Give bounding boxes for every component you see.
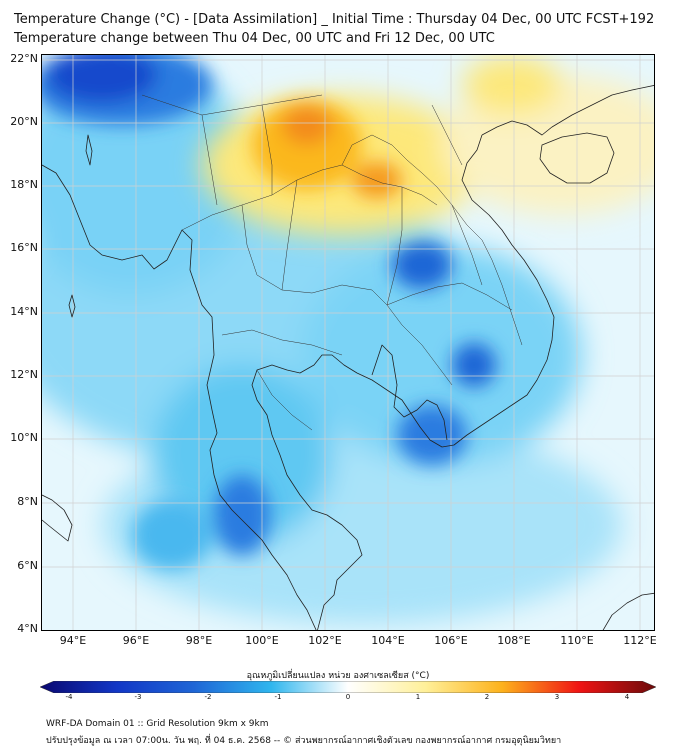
credit-line: ปรับปรุงข้อมูล ณ เวลา 07:00น. วัน พฤ. ที…: [46, 736, 562, 746]
lon-label: 102°E: [308, 634, 342, 647]
colorbar-tick: 1: [415, 693, 421, 701]
colorbar-tick: 4: [624, 693, 630, 701]
lat-label: 22°N: [10, 52, 38, 65]
chart-title: Temperature Change (°C) - [Data Assimila…: [14, 12, 655, 27]
lon-label: 96°E: [122, 634, 150, 647]
admin-borders: [141, 94, 523, 431]
colorbar-tick: 3: [554, 693, 560, 701]
coastlines-borders: [42, 85, 654, 630]
strong-warm-layer: [252, 100, 402, 198]
lon-label: 98°E: [185, 634, 213, 647]
colorbar-tick: -4: [65, 693, 73, 701]
model-info: WRF-DA Domain 01 :: Grid Resolution 9km …: [46, 719, 269, 729]
lat-label: 6°N: [17, 559, 38, 572]
colorbar-tick: -2: [204, 693, 212, 701]
lon-label: 108°E: [497, 634, 531, 647]
lat-label: 14°N: [10, 305, 38, 318]
lat-label: 18°N: [10, 178, 38, 191]
graticule: [42, 55, 654, 630]
colorbar-tick: -1: [274, 693, 282, 701]
colorbar-label: อุณหภูมิเปลี่ยนแปลง หน่วย องศาเซลเซียส (…: [246, 671, 430, 681]
colorbar-body: [40, 681, 656, 693]
colorbar-tick: 0: [345, 693, 351, 701]
chart-subtitle: Temperature change between Thu 04 Dec, 0…: [14, 31, 495, 46]
colorbar: [40, 681, 656, 693]
lat-label: 4°N: [17, 622, 38, 635]
lon-label: 104°E: [371, 634, 405, 647]
colorbar-tick: -3: [134, 693, 142, 701]
lat-label: 10°N: [10, 431, 38, 444]
temperature-change-map: [41, 54, 655, 631]
lon-label: 100°E: [245, 634, 279, 647]
lat-label: 12°N: [10, 368, 38, 381]
lon-label: 106°E: [434, 634, 468, 647]
lat-label: 8°N: [17, 495, 38, 508]
lat-label: 16°N: [10, 241, 38, 254]
lat-label: 20°N: [10, 115, 38, 128]
lon-label: 110°E: [560, 634, 594, 647]
colorbar-tick: 2: [484, 693, 490, 701]
lon-label: 94°E: [59, 634, 87, 647]
lon-label: 112°E: [623, 634, 657, 647]
